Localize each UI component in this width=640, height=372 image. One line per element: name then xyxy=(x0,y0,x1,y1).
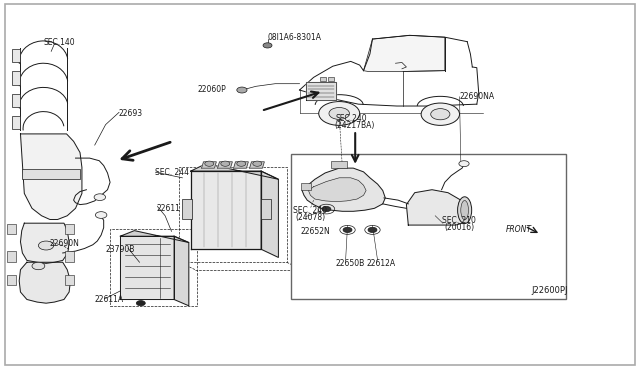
Circle shape xyxy=(322,206,331,212)
Polygon shape xyxy=(218,162,232,168)
Circle shape xyxy=(459,161,469,167)
Text: 22611: 22611 xyxy=(157,204,180,213)
Bar xyxy=(291,154,566,299)
Circle shape xyxy=(368,227,377,232)
Bar xyxy=(12,116,20,129)
Circle shape xyxy=(32,262,45,270)
Polygon shape xyxy=(174,236,189,306)
Bar xyxy=(65,275,74,285)
Circle shape xyxy=(38,241,54,250)
Bar xyxy=(332,161,348,168)
Text: SEC.240: SEC.240 xyxy=(336,114,367,123)
Circle shape xyxy=(94,194,106,201)
Circle shape xyxy=(136,301,145,306)
Text: 23790B: 23790B xyxy=(106,245,135,254)
Polygon shape xyxy=(364,35,445,71)
Bar xyxy=(22,169,80,179)
Polygon shape xyxy=(191,164,278,179)
Text: SEC.140: SEC.140 xyxy=(44,38,75,47)
Polygon shape xyxy=(202,162,216,168)
Ellipse shape xyxy=(458,197,472,224)
Polygon shape xyxy=(261,171,278,257)
Polygon shape xyxy=(406,190,466,225)
Circle shape xyxy=(329,108,349,119)
Text: FRONT: FRONT xyxy=(506,225,532,234)
Text: 22690NA: 22690NA xyxy=(460,92,495,101)
Bar xyxy=(7,251,16,262)
Polygon shape xyxy=(234,162,248,168)
Text: 22611A: 22611A xyxy=(95,295,124,304)
Text: 22612A: 22612A xyxy=(366,259,396,267)
Polygon shape xyxy=(306,82,336,100)
Text: J22600PJ: J22600PJ xyxy=(531,286,568,295)
Polygon shape xyxy=(302,168,385,211)
Text: 08I1A6-8301A: 08I1A6-8301A xyxy=(268,33,321,42)
Circle shape xyxy=(205,161,214,166)
Text: 22060P: 22060P xyxy=(197,85,226,94)
Polygon shape xyxy=(250,162,264,168)
Text: 22652N: 22652N xyxy=(301,227,330,236)
Text: (20016): (20016) xyxy=(445,223,475,232)
Ellipse shape xyxy=(461,201,468,220)
Circle shape xyxy=(319,102,360,125)
Text: SEC. 240: SEC. 240 xyxy=(293,206,327,215)
Circle shape xyxy=(95,212,107,218)
Circle shape xyxy=(263,43,272,48)
Bar xyxy=(12,71,20,85)
Circle shape xyxy=(421,103,460,125)
Text: (24217BA): (24217BA) xyxy=(334,121,374,130)
Bar xyxy=(65,224,74,234)
Bar xyxy=(261,199,271,219)
Bar xyxy=(320,77,326,81)
Text: SEC. 244: SEC. 244 xyxy=(155,169,189,177)
Polygon shape xyxy=(20,223,69,263)
Text: 22693: 22693 xyxy=(118,109,143,118)
Circle shape xyxy=(221,161,230,166)
Polygon shape xyxy=(308,178,366,202)
Bar xyxy=(182,199,192,219)
Text: 22650B: 22650B xyxy=(335,259,365,267)
Bar xyxy=(301,183,311,190)
Circle shape xyxy=(343,227,352,232)
Bar xyxy=(65,251,74,262)
Circle shape xyxy=(237,161,246,166)
Polygon shape xyxy=(120,231,189,243)
Circle shape xyxy=(431,109,450,120)
Polygon shape xyxy=(191,171,261,249)
Polygon shape xyxy=(120,236,174,299)
Circle shape xyxy=(253,161,262,166)
Bar xyxy=(328,77,334,81)
Polygon shape xyxy=(20,134,82,219)
Bar xyxy=(12,49,20,62)
Text: (24078): (24078) xyxy=(296,213,326,222)
Polygon shape xyxy=(19,262,70,303)
Text: 22690N: 22690N xyxy=(50,239,80,248)
Bar xyxy=(12,94,20,107)
Bar xyxy=(7,275,16,285)
Circle shape xyxy=(237,87,247,93)
Bar xyxy=(7,224,16,234)
Text: SEC. 210: SEC. 210 xyxy=(442,216,476,225)
